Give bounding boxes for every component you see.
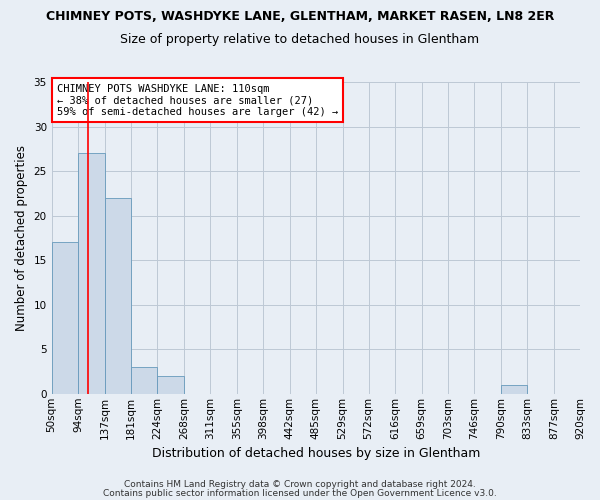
- Bar: [79, 154, 104, 394]
- Bar: [501, 385, 527, 394]
- Bar: [104, 198, 131, 394]
- Text: Size of property relative to detached houses in Glentham: Size of property relative to detached ho…: [121, 32, 479, 46]
- Text: CHIMNEY POTS WASHDYKE LANE: 110sqm
← 38% of detached houses are smaller (27)
59%: CHIMNEY POTS WASHDYKE LANE: 110sqm ← 38%…: [57, 84, 338, 117]
- Bar: [157, 376, 184, 394]
- Bar: [131, 367, 157, 394]
- X-axis label: Distribution of detached houses by size in Glentham: Distribution of detached houses by size …: [152, 447, 480, 460]
- Text: Contains public sector information licensed under the Open Government Licence v3: Contains public sector information licen…: [103, 488, 497, 498]
- Bar: [52, 242, 79, 394]
- Text: Contains HM Land Registry data © Crown copyright and database right 2024.: Contains HM Land Registry data © Crown c…: [124, 480, 476, 489]
- Y-axis label: Number of detached properties: Number of detached properties: [15, 145, 28, 331]
- Text: CHIMNEY POTS, WASHDYKE LANE, GLENTHAM, MARKET RASEN, LN8 2ER: CHIMNEY POTS, WASHDYKE LANE, GLENTHAM, M…: [46, 10, 554, 23]
